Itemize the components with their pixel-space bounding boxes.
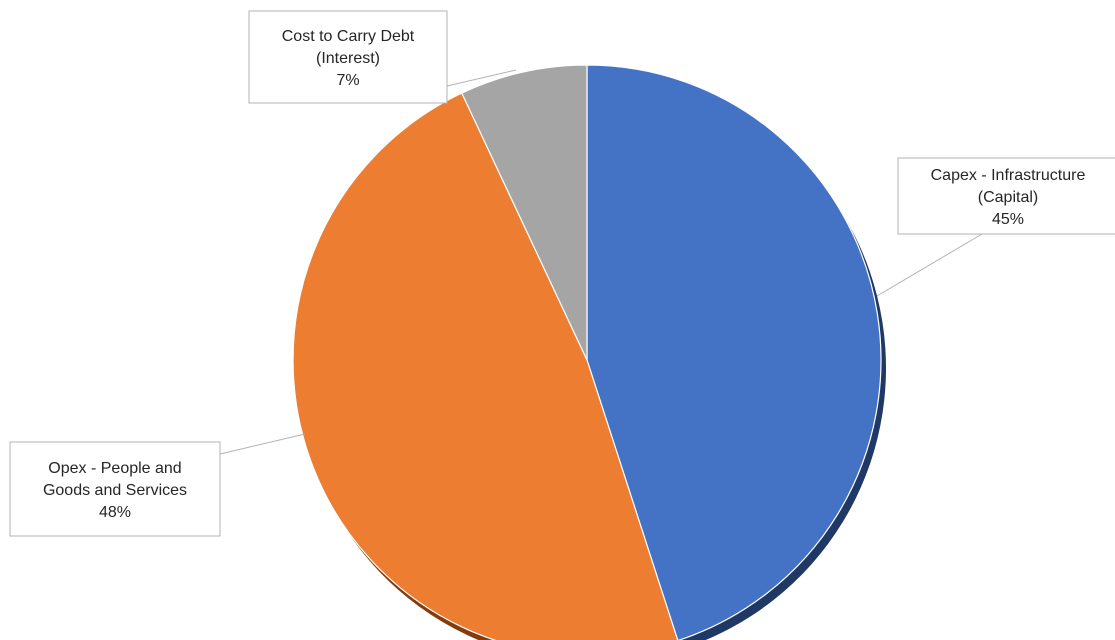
data-label-box-cost-to-carry-debt-interest	[248, 10, 448, 104]
data-label-text-opex-people-and-goods-and-services: Opex - People and	[48, 460, 181, 477]
data-label-text-capex-infrastructure-capital: Capex - Infrastructure	[931, 167, 1086, 184]
data-label-percent-cost-to-carry-debt-interest: 7%	[336, 72, 359, 89]
data-label-text-cost-to-carry-debt-interest: Cost to Carry Debt	[282, 28, 415, 45]
data-label-text-opex-people-and-goods-and-services: Goods and Services	[43, 482, 187, 499]
leader-line-capex-infrastructure-capital	[876, 233, 983, 297]
data-label-box-opex-people-and-goods-and-services	[9, 441, 221, 537]
data-label-text-cost-to-carry-debt-interest: (Interest)	[316, 50, 380, 67]
data-label-percent-capex-infrastructure-capital: 45%	[992, 211, 1024, 228]
data-label-box-capex-infrastructure-capital	[897, 157, 1115, 235]
data-label-text-capex-infrastructure-capital: (Capital)	[978, 189, 1038, 206]
leader-line-opex-people-and-goods-and-services	[219, 433, 306, 455]
pie-slice-capex-infrastructure-capital	[586, 64, 882, 640]
pie-slice-cost-to-carry-debt-interest	[461, 64, 588, 361]
pie-labels: Capex - Infrastructure (Capital) 45% Opex -…	[9, 10, 1115, 537]
pie-slice-opex-people-and-goods-and-services	[292, 92, 679, 640]
data-label-percent-opex-people-and-goods-and-services: 48%	[99, 504, 131, 521]
pie-slices	[292, 64, 882, 640]
leader-line-cost-to-carry-debt-interest	[446, 69, 517, 87]
